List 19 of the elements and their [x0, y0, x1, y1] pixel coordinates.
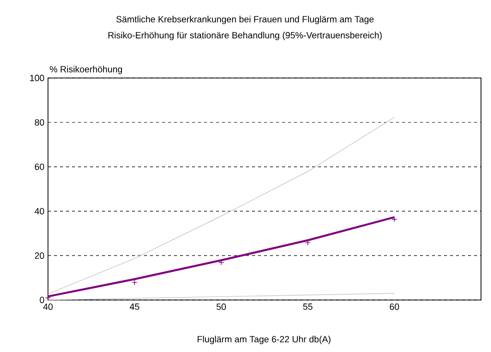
- x-tick-label: 40: [43, 304, 53, 310]
- y-tick-label: 20: [34, 252, 44, 259]
- point: [132, 280, 138, 286]
- y-tick-label: 100: [30, 74, 44, 82]
- x-tick-label: 45: [130, 304, 140, 310]
- y-tick-label: 0: [40, 296, 44, 304]
- y-tick-label: 60: [34, 164, 44, 170]
- x-tick-label: 60: [390, 304, 400, 310]
- y-axis-title: % Risikoerhöhung: [50, 66, 122, 74]
- x-axis-title: Fluglärm am Tage 6-22 Uhr db(A): [198, 336, 330, 344]
- x-tick-label: 55: [303, 304, 312, 310]
- y-tick-label: 40: [34, 208, 44, 214]
- y-tick-label: 80: [34, 119, 44, 126]
- chart-title: Sämtliche Krebserkrankungen bei Frauen und Fluglärm am Tage: [116, 16, 374, 24]
- line-series: [48, 116, 395, 294]
- point: [45, 294, 51, 301]
- x-tick-label: 50: [216, 304, 226, 310]
- chart-subtitle: Risiko-Erhöhung für stationäre Behandlung (95%-Vertrauensbereich): [108, 32, 382, 40]
- point: [392, 216, 398, 222]
